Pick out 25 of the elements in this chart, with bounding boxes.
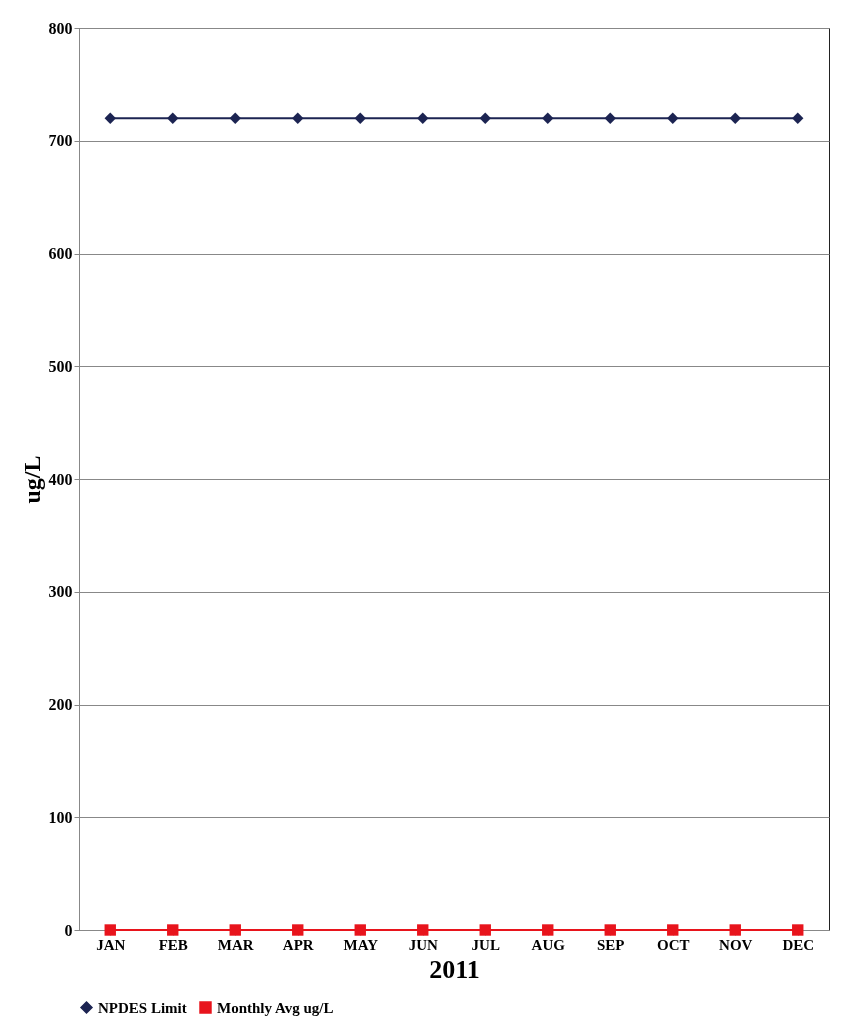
x-tick-label: AUG xyxy=(531,936,566,953)
y-tick-label: 700 xyxy=(48,132,73,150)
x-tick-label: JUL xyxy=(471,936,500,953)
x-axis-title: 2011 xyxy=(429,954,480,984)
y-tick-label: 800 xyxy=(48,19,73,37)
x-tick-label: NOV xyxy=(719,936,753,953)
y-axis-title: ug/L xyxy=(18,455,45,504)
legend-label: Monthly Avg ug/L xyxy=(217,999,334,1016)
x-tick-label: MAR xyxy=(217,936,254,953)
x-tick-label: JAN xyxy=(96,936,126,953)
x-tick-label: DEC xyxy=(782,936,815,953)
x-tick-label: FEB xyxy=(158,936,188,953)
y-tick-label: 300 xyxy=(48,583,73,601)
y-tick-label: 600 xyxy=(48,245,73,262)
y-tick-label: 100 xyxy=(48,808,73,826)
y-tick-label: 0 xyxy=(64,921,73,939)
x-tick-label: SEP xyxy=(596,936,625,953)
legend-label: NPDES Limit xyxy=(98,999,187,1016)
y-tick-label: 200 xyxy=(48,696,73,713)
x-tick-label: OCT xyxy=(656,936,690,953)
y-tick-label: 500 xyxy=(48,357,73,375)
x-tick-label: APR xyxy=(282,936,314,953)
y-tick-label: 400 xyxy=(48,470,73,488)
x-tick-label: JUN xyxy=(408,936,438,953)
x-tick-label: MAY xyxy=(343,936,379,953)
